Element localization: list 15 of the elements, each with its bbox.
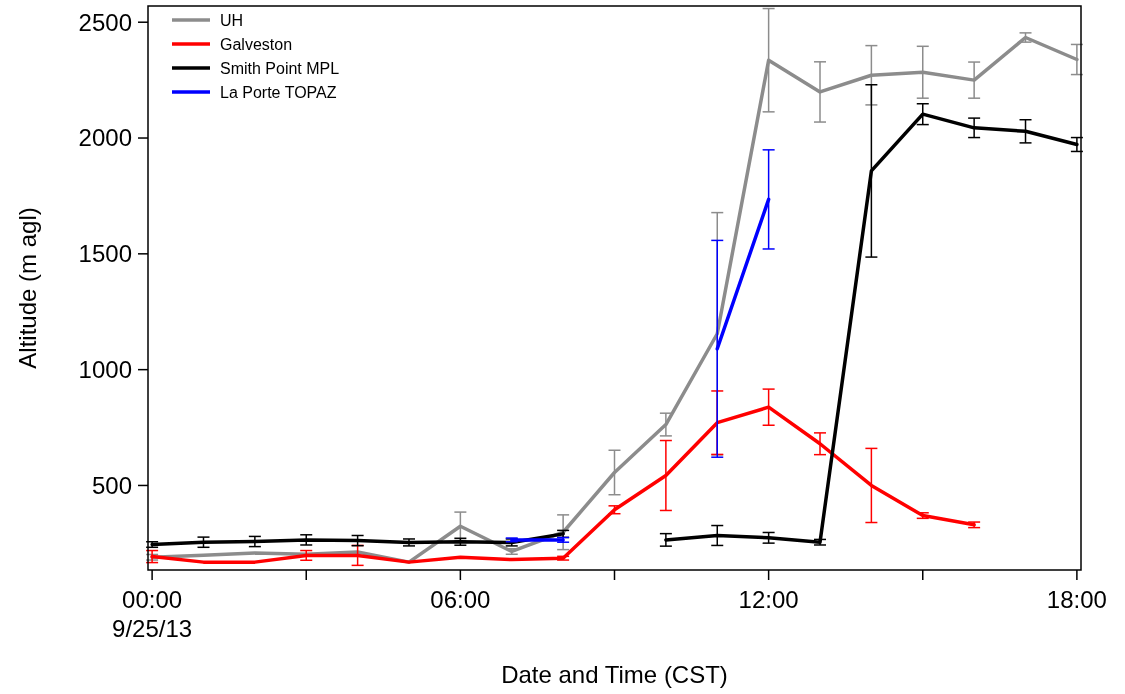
x-tick-label: 12:00 <box>738 586 799 613</box>
legend-label: Smith Point MPL <box>220 59 340 77</box>
x-tick-label: 06:00 <box>430 586 491 613</box>
y-tick-label: 500 <box>91 471 132 499</box>
legend-label: Galveston <box>220 35 293 53</box>
y-tick-label: 2500 <box>78 8 132 36</box>
x-axis-title: Date and Time (CST) <box>501 661 728 688</box>
y-tick-label: 2000 <box>78 124 132 152</box>
y-axis-title: Altitude (m agl) <box>14 207 41 369</box>
x-tick-label: 00:00 9/25/13 <box>112 586 193 642</box>
legend-label: La Porte TOPAZ <box>220 83 337 101</box>
legend-label: UH <box>220 11 244 29</box>
y-tick-label: 1000 <box>78 356 132 384</box>
x-tick-label: 18:00 <box>1046 586 1107 613</box>
y-tick-label: 1500 <box>78 240 132 268</box>
